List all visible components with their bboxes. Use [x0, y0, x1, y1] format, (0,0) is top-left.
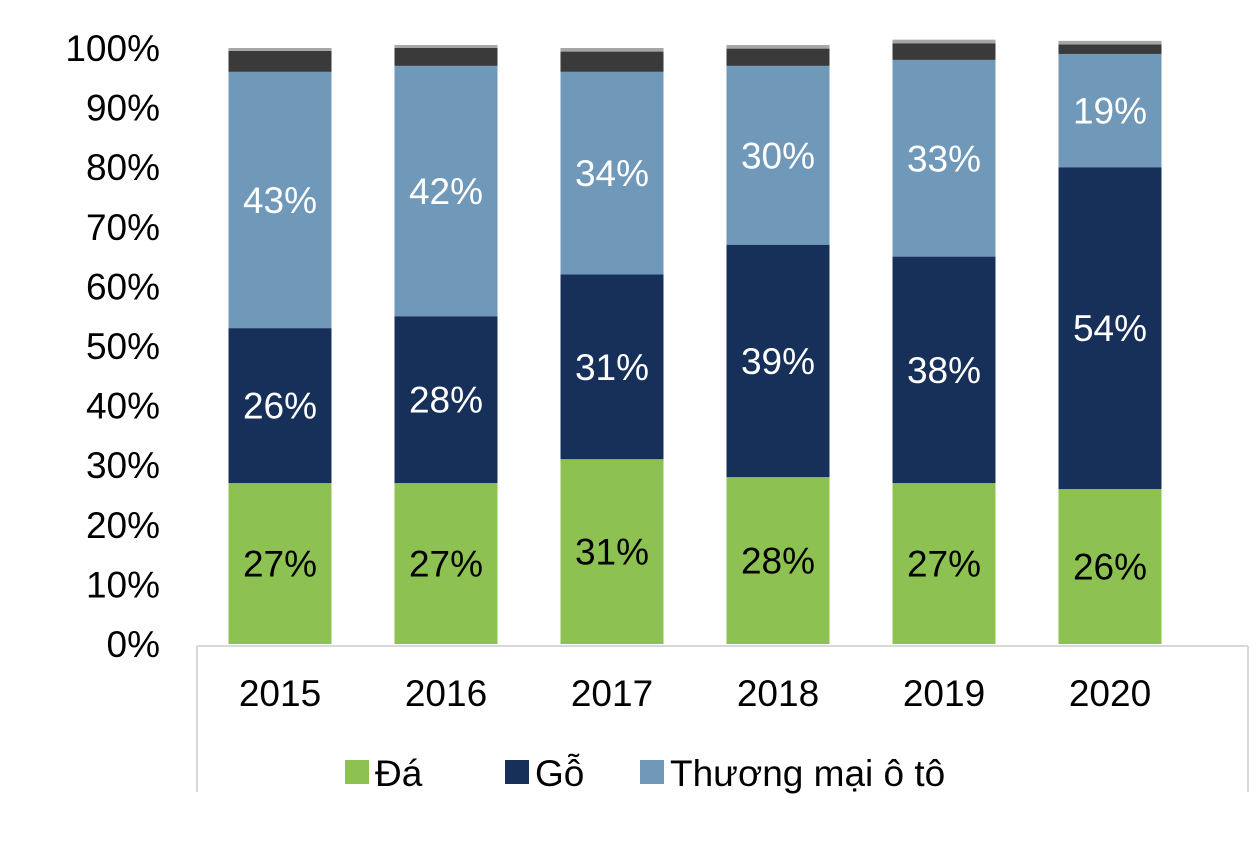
x-tick-label: 2017	[571, 673, 653, 714]
y-tick-label: 100%	[65, 28, 160, 69]
x-tick-label: 2015	[239, 673, 321, 714]
data-label: 27%	[907, 544, 981, 585]
data-label: 27%	[409, 544, 483, 585]
bar-segment	[228, 328, 332, 484]
y-tick-label: 10%	[86, 564, 160, 605]
bar-segment	[560, 459, 664, 644]
bar-segment	[560, 48, 664, 52]
bar-segment	[1058, 44, 1162, 54]
bar-segment	[1058, 40, 1162, 45]
data-label: 19%	[1073, 91, 1147, 132]
bar-segment	[1058, 53, 1162, 168]
data-label: 38%	[907, 350, 981, 391]
bar-segment	[892, 59, 996, 257]
y-tick-label: 30%	[86, 445, 160, 486]
plot-frame	[196, 645, 1249, 792]
bar-segment	[228, 48, 332, 51]
bar-segment	[394, 45, 498, 48]
data-label: 54%	[1073, 308, 1147, 349]
bar-segment	[394, 65, 498, 317]
bars	[228, 39, 1162, 644]
y-tick-label: 40%	[86, 386, 160, 427]
y-tick-label: 80%	[86, 147, 160, 188]
data-labels: 27% 26% 43% 27% 28% 42% 31% 31% 34% 28% 39% 30% 27% 3…	[243, 91, 1147, 588]
legend-label: Đá	[375, 753, 423, 794]
data-label: 42%	[409, 171, 483, 212]
y-tick-label: 90%	[86, 88, 160, 129]
bar-segment	[726, 244, 830, 478]
x-tick-label: 2019	[903, 673, 985, 714]
bar-segment	[394, 316, 498, 484]
bar-segment	[1058, 489, 1162, 644]
bar-segment	[560, 51, 664, 72]
x-tick-label: 2020	[1069, 673, 1151, 714]
bar-segment	[726, 45, 830, 49]
x-axis-ticks: 2015 2016 2017 2018 2019 2020	[239, 673, 1151, 714]
bar-segment	[726, 477, 830, 644]
bar-segment	[560, 71, 664, 275]
x-tick-label: 2016	[405, 673, 487, 714]
y-tick-label: 0%	[107, 624, 160, 665]
data-label: 34%	[575, 153, 649, 194]
bar-segment	[560, 274, 664, 460]
data-label: 27%	[243, 544, 317, 585]
data-label: 28%	[409, 380, 483, 421]
data-label: 26%	[1073, 547, 1147, 588]
y-axis-ticks: 0% 10% 20% 30% 40% 50% 60% 70% 80% 90% 100%	[65, 28, 160, 665]
data-label: 30%	[741, 135, 815, 176]
bar-segment	[892, 43, 996, 60]
bar-segment	[726, 65, 830, 245]
legend-swatch	[345, 760, 369, 784]
bar-segment	[726, 48, 830, 66]
data-label: 33%	[907, 138, 981, 179]
x-tick-label: 2018	[737, 673, 819, 714]
legend: Đá Gỗ Thương mại ô tô	[345, 753, 945, 794]
bar-segment	[394, 48, 498, 66]
bar-segment	[228, 50, 332, 72]
legend-swatch	[640, 760, 664, 784]
legend-swatch	[505, 760, 529, 784]
data-label: 28%	[741, 541, 815, 582]
data-label: 26%	[243, 386, 317, 427]
y-tick-label: 20%	[86, 505, 160, 546]
bar-segment	[892, 39, 996, 44]
bar-segment	[228, 71, 332, 329]
y-tick-label: 70%	[86, 207, 160, 248]
y-tick-label: 50%	[86, 326, 160, 367]
data-label: 39%	[741, 341, 815, 382]
legend-label: Thương mại ô tô	[670, 753, 945, 794]
y-tick-label: 60%	[86, 266, 160, 307]
bar-segment	[892, 483, 996, 644]
bar-segment	[1058, 167, 1162, 490]
data-label: 31%	[575, 532, 649, 573]
bar-segment	[228, 483, 332, 644]
bar-segment	[892, 256, 996, 484]
bar-segment	[394, 483, 498, 644]
data-label: 31%	[575, 347, 649, 388]
data-label: 43%	[243, 180, 317, 221]
legend-label: Gỗ	[535, 753, 584, 794]
